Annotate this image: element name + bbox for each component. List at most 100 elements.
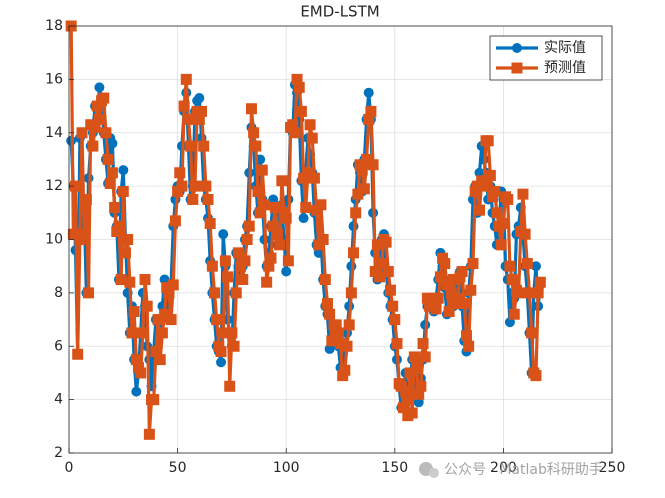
x-tick-label: 200: [490, 460, 517, 476]
marker: [185, 140, 197, 152]
marker: [198, 140, 210, 152]
marker: [300, 201, 312, 213]
marker: [216, 357, 227, 368]
marker: [243, 220, 255, 232]
marker: [124, 276, 136, 288]
marker: [250, 140, 262, 152]
marker: [261, 276, 273, 288]
marker: [202, 193, 214, 205]
marker: [252, 185, 264, 197]
marker: [215, 346, 227, 358]
marker: [83, 287, 95, 299]
marker: [482, 135, 494, 147]
legend-label: 预测值: [544, 60, 586, 76]
x-tick-label: 0: [65, 460, 74, 476]
marker: [239, 255, 251, 267]
y-tick-label: 18: [45, 18, 63, 34]
marker: [128, 306, 140, 318]
marker: [106, 167, 118, 179]
marker: [211, 314, 223, 326]
marker: [131, 386, 142, 397]
marker: [98, 92, 110, 104]
marker: [189, 180, 201, 192]
marker: [241, 234, 253, 245]
marker: [489, 185, 501, 197]
marker: [384, 284, 396, 296]
marker: [274, 239, 286, 251]
marker: [415, 380, 427, 392]
marker: [519, 228, 531, 240]
y-tick-label: 6: [54, 338, 63, 354]
marker: [430, 303, 442, 315]
marker: [345, 287, 357, 299]
marker: [343, 319, 355, 331]
marker: [319, 274, 331, 286]
marker: [118, 165, 129, 176]
marker: [218, 229, 229, 240]
marker: [339, 364, 351, 376]
marker: [281, 266, 292, 277]
marker: [154, 354, 166, 366]
marker: [474, 204, 486, 216]
marker: [521, 258, 533, 270]
marker: [102, 153, 114, 165]
marker: [107, 138, 118, 149]
marker: [356, 164, 368, 176]
marker: [104, 177, 116, 189]
marker: [265, 252, 277, 264]
y-tick-label: 4: [54, 392, 63, 408]
marker: [194, 93, 205, 104]
marker: [495, 239, 507, 251]
marker: [245, 103, 257, 115]
marker: [195, 105, 207, 117]
marker: [434, 271, 446, 283]
marker: [119, 247, 131, 259]
marker: [200, 180, 212, 192]
marker: [350, 207, 362, 219]
marker: [139, 274, 151, 286]
marker: [324, 308, 336, 320]
x-tick-label: 100: [273, 460, 300, 476]
marker: [165, 314, 177, 326]
marker: [391, 338, 403, 350]
marker: [317, 234, 329, 245]
marker: [511, 62, 523, 74]
marker: [187, 193, 199, 205]
y-tick-label: 2: [54, 445, 63, 461]
watermark-text: 公众号 · Matlab科研助手: [444, 462, 603, 478]
marker: [135, 367, 147, 379]
marker: [176, 180, 188, 192]
marker: [141, 300, 153, 312]
marker: [456, 266, 468, 278]
marker: [530, 261, 541, 272]
marker: [506, 274, 518, 286]
marker: [484, 169, 496, 181]
marker: [109, 201, 121, 213]
marker: [530, 370, 542, 382]
marker: [491, 207, 503, 219]
marker: [174, 167, 186, 179]
marker: [228, 340, 240, 352]
marker: [406, 407, 418, 419]
marker: [458, 298, 470, 310]
marker: [432, 292, 444, 304]
marker: [78, 228, 90, 240]
marker: [295, 105, 307, 117]
marker: [408, 351, 420, 363]
x-tick-label: 150: [381, 460, 408, 476]
marker: [156, 327, 168, 339]
y-tick-label: 16: [45, 71, 63, 87]
y-tick-label: 12: [45, 178, 63, 194]
marker: [532, 287, 544, 299]
marker: [117, 185, 129, 197]
marker: [248, 127, 260, 139]
marker: [363, 87, 374, 98]
marker: [417, 338, 429, 350]
marker: [419, 351, 431, 363]
marker: [400, 386, 412, 398]
marker: [222, 271, 234, 283]
marker: [365, 105, 377, 117]
marker: [517, 188, 529, 200]
chart-title: EMD-LSTM: [300, 3, 379, 21]
marker: [276, 175, 288, 187]
